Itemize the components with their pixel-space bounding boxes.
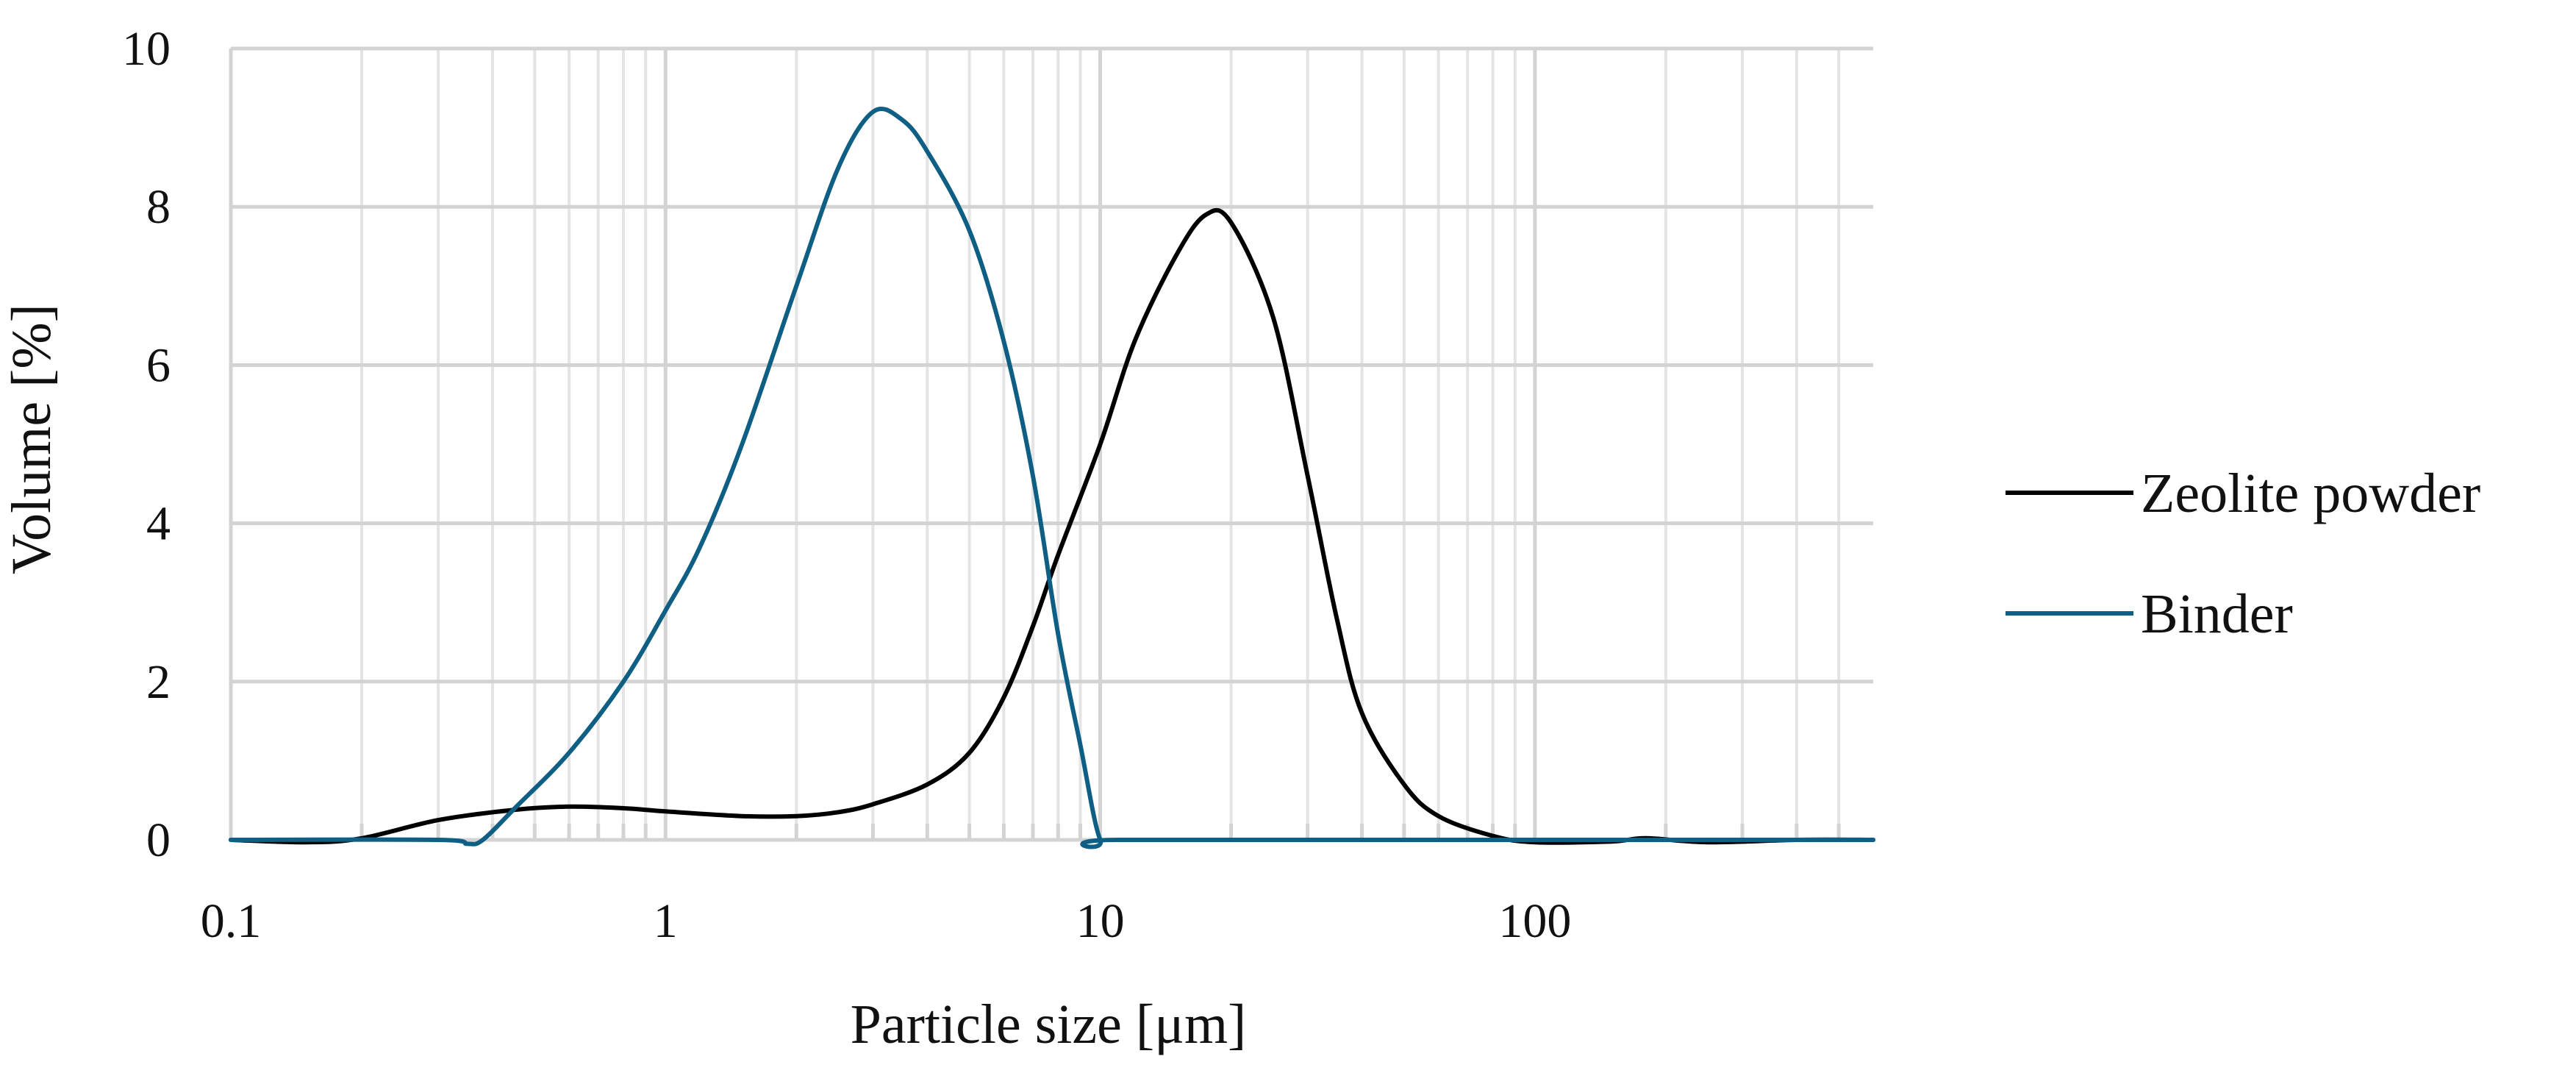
series-line-zeolite-powder <box>229 207 1875 845</box>
series-line-binder <box>229 106 1875 849</box>
y-tick-label: 6 <box>146 338 171 392</box>
y-tick-label: 0 <box>146 813 171 867</box>
plot-series <box>229 106 1875 849</box>
legend-label-zeolite-powder: Zeolite powder <box>2141 463 2480 524</box>
y-axis-ticks: 0 2 4 6 8 10 <box>122 22 171 867</box>
x-tick-label: 0.1 <box>201 894 262 948</box>
x-axis-title: Particle size [μm] <box>851 994 1247 1055</box>
x-axis-ticks: 0.1 1 10 100 <box>201 894 1572 948</box>
legend: Zeolite powder Binder <box>2006 463 2480 645</box>
y-tick-label: 10 <box>122 22 171 76</box>
y-tick-label: 2 <box>146 655 171 709</box>
x-tick-label: 100 <box>1498 894 1571 948</box>
x-tick-label: 1 <box>654 894 678 948</box>
y-tick-label: 8 <box>146 180 171 234</box>
x-tick-label: 10 <box>1076 894 1125 948</box>
legend-label-binder: Binder <box>2141 583 2293 645</box>
grid <box>229 46 1873 842</box>
y-tick-label: 4 <box>146 497 171 551</box>
y-axis-title: Volume [%] <box>1 304 62 574</box>
